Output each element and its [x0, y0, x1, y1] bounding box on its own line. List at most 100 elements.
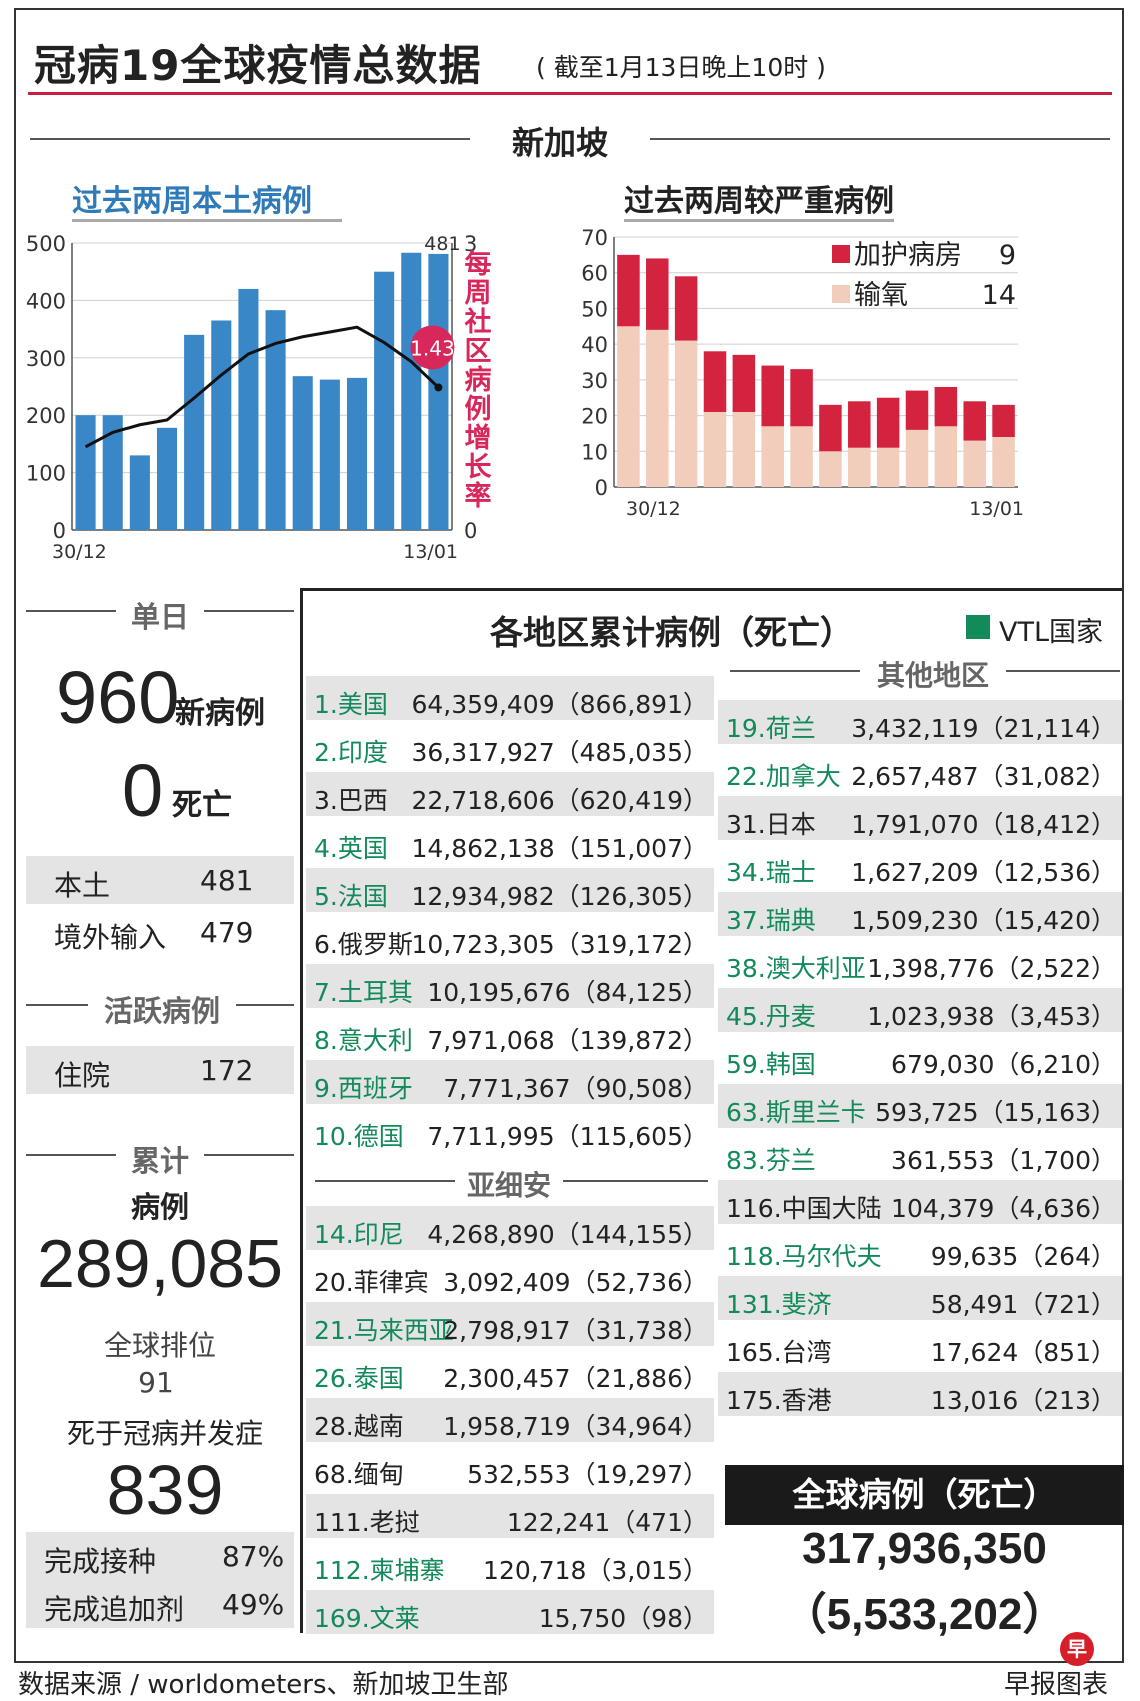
country-cases-deaths: 13,016（213） — [930, 1386, 1116, 1415]
singapore-heading: 新加坡 — [511, 124, 608, 162]
country-name: 10.德国 — [314, 1122, 404, 1151]
country-row: 9.西班牙 7,771,367（90,508） — [306, 1060, 714, 1104]
daily-deaths-label: 死亡 — [172, 788, 232, 823]
country-cases-deaths: 1,023,938（3,453） — [867, 1002, 1116, 1031]
country-row: 175.香港 13,016（213） — [718, 1372, 1122, 1416]
chart2-bar-oxygen — [992, 437, 1015, 487]
country-cases-deaths: 3,092,409（52,736） — [443, 1268, 708, 1297]
country-cases-deaths: 2,657,487（31,082） — [851, 762, 1116, 791]
chart1-bars — [75, 252, 449, 530]
chart2-title-underline — [624, 219, 894, 222]
country-name: 131.斐济 — [726, 1290, 832, 1319]
chart2-legend-value: 9 — [999, 240, 1016, 271]
chart1-y2-label-char: 周 — [465, 278, 492, 309]
country-name: 21.马来西亚 — [314, 1316, 454, 1345]
country-row: 68.缅甸 532,553（19,297） — [306, 1446, 714, 1490]
country-row: 63.斯里兰卡 593,725（15,163） — [718, 1084, 1122, 1128]
section-rule-right — [650, 138, 1110, 140]
vaccination-box — [26, 1532, 294, 1628]
country-name: 3.巴西 — [314, 786, 388, 815]
chart1-gridlines — [71, 242, 453, 531]
daily-new-cases: 960 — [56, 656, 180, 739]
hospital-label: 住院 — [54, 1059, 111, 1092]
daily-rule-right — [204, 610, 294, 612]
country-row: 3.巴西 22,718,606（620,419） — [306, 772, 714, 816]
title-underline — [28, 92, 1112, 95]
active-heading: 活跃病例 — [103, 994, 220, 1028]
chart1-y2-label-char: 例 — [465, 394, 492, 425]
asean-rule-left — [315, 1180, 455, 1182]
country-name: 2.印度 — [314, 738, 388, 767]
country-name: 14.印尼 — [314, 1220, 404, 1249]
chart1-y-tick: 0 — [53, 519, 66, 543]
data-source: 数据来源 / worldometers、新加坡卫生部 — [18, 1670, 509, 1700]
country-row: 59.韩国 679,030（6,210） — [718, 1036, 1122, 1080]
country-row: 14.印尼 4,268,890（144,155） — [306, 1206, 714, 1250]
country-row: 20.菲律宾 3,092,409（52,736） — [306, 1254, 714, 1298]
chart2-bar-oxygen — [703, 412, 727, 487]
local-row-bg — [26, 856, 294, 904]
country-cases-deaths: 361,553（1,700） — [891, 1146, 1116, 1175]
chart2-bar-oxygen — [674, 340, 698, 487]
country-cases-deaths: 679,030（6,210） — [891, 1050, 1116, 1079]
country-row: 7.土耳其 10,195,676（84,125） — [306, 964, 714, 1008]
chart2-legend-name: 输氧 — [854, 280, 908, 311]
page-title: 冠病19全球疫情总数据 — [34, 41, 482, 90]
country-name: 28.越南 — [314, 1412, 404, 1441]
country-row: 37.瑞典 1,509,230（15,420） — [718, 892, 1122, 936]
chart1-growth-callout — [410, 325, 455, 370]
cumulative-cases-label: 病例 — [130, 1190, 189, 1224]
country-name: 26.泰国 — [314, 1364, 404, 1393]
country-name: 7.土耳其 — [314, 978, 413, 1007]
country-row: 22.加拿大 2,657,487（31,082） — [718, 748, 1122, 792]
country-name: 31.日本 — [726, 810, 816, 839]
chart1-last-value-label: 481 — [424, 233, 460, 255]
cumulative-rule-left — [26, 1154, 116, 1156]
country-name: 1.美国 — [314, 690, 388, 719]
country-cases-deaths: 1,509,230（15,420） — [851, 906, 1116, 935]
global-title: 全球病例（死亡） — [725, 1465, 1124, 1525]
infographic-frame — [14, 8, 1124, 1663]
chart2-y-tick: 50 — [581, 297, 608, 321]
daily-rule-left — [26, 610, 116, 612]
chart1-bar — [428, 253, 449, 530]
country-row: 6.俄罗斯 10,723,305（319,172） — [306, 916, 714, 960]
hospital-row-bg — [26, 1046, 294, 1094]
chart1-bar — [238, 288, 259, 530]
chart2-x-last: 13/01 — [969, 498, 1024, 520]
chart1-title: 过去两周本土病例 — [72, 184, 312, 219]
country-row: 38.澳大利亚 1,398,776（2,522） — [718, 940, 1122, 984]
chart2-bar-icu — [992, 404, 1015, 437]
chart2-bar-oxygen — [790, 426, 813, 487]
chart1-bar — [211, 320, 232, 530]
chart1-x-last: 13/01 — [403, 541, 458, 563]
chart2-bar-icu — [646, 258, 669, 330]
booster-value: 49% — [222, 1588, 285, 1621]
country-cases-deaths: 4,268,890（144,155） — [427, 1220, 708, 1249]
country-name: 20.菲律宾 — [314, 1268, 429, 1297]
country-cases-deaths: 122,241（471） — [506, 1508, 708, 1537]
chart2-bar-oxygen — [848, 447, 871, 487]
chart2-bar-oxygen — [819, 451, 842, 487]
country-row: 5.法国 12,934,982（126,305） — [306, 868, 714, 912]
country-cases-deaths: 14,862,138（151,007） — [411, 834, 708, 863]
country-cases-deaths: 58,491（721） — [930, 1290, 1116, 1319]
country-name: 34.瑞士 — [726, 858, 816, 887]
chart2-bar-icu — [703, 351, 727, 412]
country-name: 68.缅甸 — [314, 1460, 404, 1489]
other-rule-left — [730, 670, 860, 672]
country-name: 8.意大利 — [314, 1026, 413, 1055]
country-cases-deaths: 22,718,606（620,419） — [411, 786, 708, 815]
booster-label: 完成追加剂 — [44, 1593, 185, 1626]
country-cases-deaths: 1,958,719（34,964） — [443, 1412, 708, 1441]
asean-rule-right — [563, 1180, 708, 1182]
chart2-bar-icu — [617, 254, 640, 327]
chart2-bar-oxygen — [617, 326, 640, 487]
country-cases-deaths: 36,317,927（485,035） — [411, 738, 708, 767]
zaobao-logo-icon: 早 — [1060, 1632, 1094, 1666]
country-row: 169.文莱 15,750（98） — [306, 1590, 714, 1634]
chart1-bar — [319, 379, 340, 530]
chart2-x-first: 30/12 — [626, 498, 681, 520]
country-cases-deaths: 1,791,070（18,412） — [851, 810, 1116, 839]
